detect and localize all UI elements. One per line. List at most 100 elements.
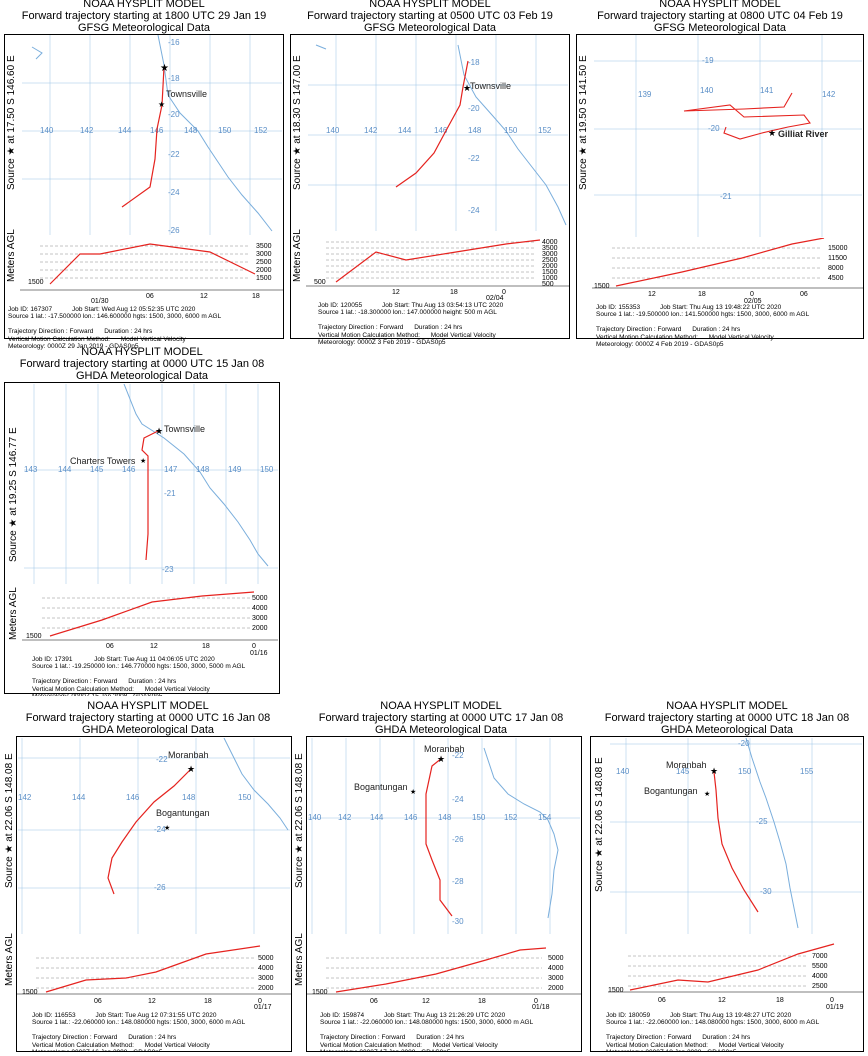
lon-tick: 150: [218, 126, 232, 135]
trajectory-panel-1: NOAA HYSPLIT MODEL Forward trajectory st…: [2, 0, 286, 350]
time-tick: 0: [534, 998, 538, 1004]
time-tick: 12: [200, 293, 208, 298]
lon-tick: 150: [472, 813, 486, 822]
height-line: [49, 243, 256, 285]
job-footer: Job ID: 167307 Job Start: Wed Aug 12 05:…: [8, 306, 222, 350]
time-tick: 0: [830, 997, 834, 1004]
time-tick: 12: [150, 643, 158, 650]
height-tick: 3500: [256, 243, 272, 250]
source-axis-label: Source ★ at 22.06 S 148.08 E: [594, 757, 605, 892]
trajectory-title: Forward trajectory starting at 0000 UTC …: [19, 358, 265, 370]
trajectory-map: 140 142 144 146 148 150 152 154 -22 -24 -26 -28 -30…: [308, 738, 580, 934]
lat-tick: -30: [760, 887, 772, 896]
height-axis-label: Meters AGL: [4, 933, 15, 986]
source-star: ★: [187, 764, 195, 774]
height-profile: 5000 4000 3000 2000 1500 06 12 18 0: [306, 947, 582, 1004]
start-height: 1500: [26, 633, 42, 640]
time-tick: 18: [478, 998, 486, 1004]
height-tick: 8000: [828, 265, 844, 272]
source-star: ★: [437, 754, 445, 764]
lon-tick: 140: [40, 126, 54, 135]
lon-tick: 148: [438, 813, 452, 822]
lon-tick: 152: [504, 813, 518, 822]
panel-frame: [4, 382, 280, 694]
panel-header: NOAA HYSPLIT MODEL Forward trajectory st…: [296, 700, 586, 736]
source-star: ★: [710, 766, 718, 776]
time-tick: 18: [202, 643, 210, 650]
lon-tick: 142: [80, 126, 94, 135]
height-tick: 3000: [258, 975, 274, 982]
lon-tick: 144: [118, 126, 132, 135]
place-label: Bogantungan: [644, 786, 698, 796]
model-title: NOAA HYSPLIT MODEL: [380, 700, 502, 712]
height-line: [49, 591, 255, 637]
lon-tick: 144: [398, 126, 412, 135]
lon-tick: 155: [800, 767, 814, 776]
data-subtitle: GHDA Meteorological Data: [75, 370, 209, 382]
height-axis-label: Meters AGL: [294, 933, 305, 986]
lon-tick: 149: [228, 465, 242, 474]
height-tick: 7000: [812, 953, 828, 960]
model-title: NOAA HYSPLIT MODEL: [659, 0, 781, 10]
job-footer: Job ID: 116553 Job Start: Tue Aug 12 07:…: [32, 1012, 246, 1052]
source-axis-label: Source ★ at 18.30 S 147.00 E: [292, 55, 303, 190]
start-height: 1500: [312, 989, 328, 996]
place-label: Charters Towers: [70, 456, 136, 466]
source-star: ★: [463, 83, 471, 93]
lat-tick: -22: [168, 150, 180, 159]
height-tick: 5000: [548, 955, 564, 962]
time-tick: 12: [718, 997, 726, 1004]
lat-tick: -28: [452, 877, 464, 886]
lon-tick: 145: [676, 767, 690, 776]
lon-tick: 141: [760, 86, 774, 95]
trajectory-panel-3: NOAA HYSPLIT MODEL Forward trajectory st…: [574, 0, 866, 348]
height-tick: 2500: [256, 259, 272, 266]
coastline: [315, 44, 567, 226]
panel-header: NOAA HYSPLIT MODEL Forward trajectory st…: [2, 700, 294, 736]
model-title: NOAA HYSPLIT MODEL: [666, 700, 788, 712]
lat-tick: -20: [738, 739, 750, 748]
lon-tick: 154: [538, 813, 552, 822]
source-axis-label: Source ★ at 19.25 S 146.77 E: [8, 427, 19, 562]
trajectory-line: [395, 60, 469, 188]
lon-tick: 140: [308, 813, 322, 822]
lon-tick: 148: [182, 793, 196, 802]
job-footer: Job ID: 155353 Job Start: Thu Aug 13 19:…: [596, 304, 810, 348]
date-label: 02/04: [486, 295, 504, 302]
time-tick: 12: [392, 289, 400, 294]
height-axis-label: Meters AGL: [8, 587, 19, 640]
lat-tick: -26: [154, 883, 166, 892]
panel-frame: [576, 34, 864, 339]
trajectory-panel-5: NOAA HYSPLIT MODEL Forward trajectory st…: [2, 698, 294, 1054]
trajectory-map: 143 144 145 146 147 148 149 150 -21 -23 Townsvil…: [24, 384, 278, 584]
source-axis-label: Source ★ at 22.06 S 148.08 E: [294, 753, 305, 888]
height-tick: 4000: [812, 973, 828, 980]
trajectory-panel-6: NOAA HYSPLIT MODEL Forward trajectory st…: [294, 698, 586, 1054]
source-axis-label: Source ★ at 17.50 S 146.60 E: [6, 55, 17, 190]
height-tick: 2000: [542, 263, 558, 270]
time-tick: 06: [658, 997, 666, 1004]
lat-tick: -20: [468, 104, 480, 113]
trajectory-map: 140 142 144 146 148 150 152 -16-18-20-22-24-26…: [22, 35, 282, 235]
place-label: Townsville: [164, 424, 205, 434]
coastline: [745, 738, 799, 929]
lon-tick: 150: [260, 465, 274, 474]
coastline: [483, 747, 559, 919]
lat-tick: -24: [154, 825, 166, 834]
height-tick: 5500: [812, 963, 828, 970]
lat-tick: -18: [468, 58, 480, 67]
trajectory-title: Forward trajectory starting at 0000 UTC …: [25, 712, 271, 724]
panel-header: NOAA HYSPLIT MODEL Forward trajectory st…: [588, 700, 866, 736]
height-tick: 4000: [258, 965, 274, 972]
lat-tick: -25: [756, 817, 768, 826]
trajectory-line: [425, 757, 453, 917]
trajectory-map: 140 145 150 155 -20 -25 -30 Moranbah Bogantun…: [610, 738, 862, 934]
time-tick: 18: [252, 293, 260, 298]
height-tick: 3000: [256, 251, 272, 258]
lat-tick: -26: [452, 835, 464, 844]
time-tick: 06: [106, 643, 114, 650]
height-line: [615, 238, 825, 287]
source-star: ★: [155, 426, 163, 436]
trajectory-title: Forward trajectory starting at 0000 UTC …: [318, 712, 564, 724]
trajectory-map: 140 142 144 146 148 150 152 -18 -20 -22 -24 Towns…: [308, 35, 568, 231]
